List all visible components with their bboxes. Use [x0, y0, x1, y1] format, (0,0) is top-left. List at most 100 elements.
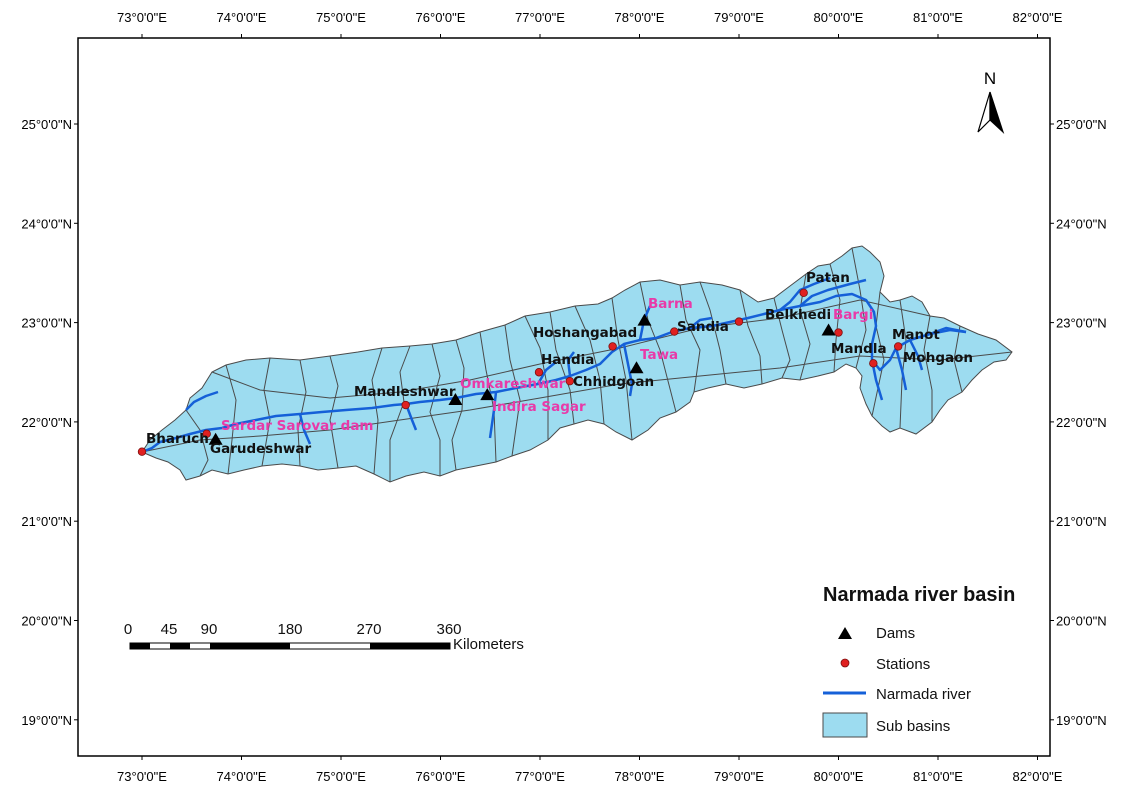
lat-label: 24°0'0"N — [1056, 216, 1107, 231]
station-label: Patan — [806, 270, 850, 286]
lon-label: 77°0'0"E — [515, 10, 565, 25]
north-arrow-icon-dark — [989, 91, 1005, 134]
tributary — [536, 361, 557, 385]
dam-marker — [208, 432, 223, 445]
lat-label: 19°0'0"N — [21, 713, 72, 728]
lon-label: 73°0'0"E — [117, 10, 167, 25]
lon-label: 76°0'0"E — [416, 10, 466, 25]
tributary — [799, 278, 867, 307]
station-label: Mandla — [831, 341, 887, 357]
lon-label: 80°0'0"E — [814, 769, 864, 784]
scale-tick-360: 360 — [436, 621, 461, 638]
legend-title: Narmada river basin — [823, 584, 1015, 606]
lat-label: 25°0'0"N — [1056, 117, 1107, 132]
dam-marker — [637, 313, 652, 326]
lat-label: 19°0'0"N — [1056, 713, 1107, 728]
lon-label: 81°0'0"E — [913, 10, 963, 25]
legend-item-river: Narmada river — [876, 686, 971, 703]
station-marker — [565, 376, 575, 386]
lat-label: 20°0'0"N — [21, 614, 72, 629]
dam-marker — [629, 361, 644, 374]
dam-label: Tawa — [640, 347, 678, 363]
lon-label: 82°0'0"E — [1013, 10, 1063, 25]
legend-subbasin-icon — [822, 712, 868, 738]
lon-label: 79°0'0"E — [714, 769, 764, 784]
lat-label: 20°0'0"N — [1056, 614, 1107, 629]
lat-label: 22°0'0"N — [1056, 415, 1107, 430]
station-marker — [894, 342, 903, 351]
lon-label: 78°0'0"E — [615, 10, 665, 25]
lat-label: 21°0'0"N — [1056, 514, 1107, 529]
lat-label: 23°0'0"N — [1056, 316, 1107, 331]
station-marker — [734, 317, 744, 326]
station-label: Hoshangabad — [533, 325, 637, 341]
station-label: Manot — [892, 327, 940, 343]
symbol-layer — [137, 288, 903, 456]
lon-label: 74°0'0"E — [217, 10, 267, 25]
station-label: Chhidgoan — [573, 374, 654, 390]
lat-label: 24°0'0"N — [21, 216, 72, 231]
lon-label: 75°0'0"E — [316, 769, 366, 784]
legend: Narmada river basin Dams Stations Narmad… — [822, 584, 1015, 738]
station-marker — [534, 368, 544, 377]
tributary — [779, 276, 831, 311]
lon-label: 77°0'0"E — [515, 769, 565, 784]
lon-label: 79°0'0"E — [714, 10, 764, 25]
station-label: Bharuch — [146, 431, 209, 447]
station-label: Belkhedi — [765, 307, 831, 323]
tributary — [298, 413, 312, 445]
basin-layer — [141, 245, 1013, 483]
legend-station-icon — [840, 658, 850, 668]
graticule: 73°0'0"E 73°0'0"E 74°0'0"E 74°0'0"E 75°0'0"E… — [21, 10, 1106, 784]
station-marker — [670, 327, 679, 336]
tributary — [929, 326, 967, 336]
scale-tick-90: 90 — [201, 621, 218, 638]
lon-label: 81°0'0"E — [913, 769, 963, 784]
station-label: Handia — [541, 352, 594, 368]
lon-label: 76°0'0"E — [416, 769, 466, 784]
lon-label: 75°0'0"E — [316, 10, 366, 25]
station-marker — [834, 328, 843, 337]
scale-tick-45: 45 — [161, 621, 178, 638]
basin-outline — [141, 245, 1013, 483]
tributary — [488, 391, 498, 439]
tributary — [566, 351, 575, 377]
dam-marker — [448, 393, 463, 406]
scale-tick-180: 180 — [277, 621, 302, 638]
scale-tick-270: 270 — [356, 621, 381, 638]
station-marker — [799, 288, 808, 298]
station-marker — [202, 429, 211, 439]
lon-label: 73°0'0"E — [117, 769, 167, 784]
river-layer — [141, 276, 967, 454]
station-label: Mohgaon — [903, 350, 973, 366]
lon-label: 80°0'0"E — [814, 10, 864, 25]
dam-marker — [480, 388, 495, 401]
tributary — [185, 390, 219, 411]
lat-label: 22°0'0"N — [21, 415, 72, 430]
tributary — [622, 343, 634, 397]
station-label: Garudeshwar — [210, 441, 312, 457]
legend-item-subbasins: Sub basins — [876, 718, 950, 735]
dam-label: Indira Sagar — [492, 399, 586, 415]
north-arrow-label: N — [984, 69, 996, 88]
lon-label: 78°0'0"E — [615, 769, 665, 784]
tributary — [908, 339, 924, 371]
lat-label: 25°0'0"N — [21, 117, 72, 132]
scale-bar: 0 45 90 180 270 360 Kilometers — [124, 621, 524, 653]
dam-label: Bargi — [833, 307, 873, 323]
legend-item-stations: Stations — [876, 656, 930, 673]
tributary — [689, 316, 713, 329]
legend-item-dams: Dams — [876, 625, 915, 642]
station-marker — [137, 447, 147, 456]
station-label: Mandleshwar — [354, 384, 456, 400]
station-label: Sandia — [677, 319, 729, 335]
dam-label: Barna — [648, 296, 693, 312]
station-marker — [869, 359, 878, 368]
narmada-main-river — [141, 292, 967, 454]
scale-tick-0: 0 — [124, 621, 132, 638]
scale-unit: Kilometers — [453, 636, 524, 653]
tributary — [404, 403, 418, 431]
station-marker — [608, 342, 617, 351]
